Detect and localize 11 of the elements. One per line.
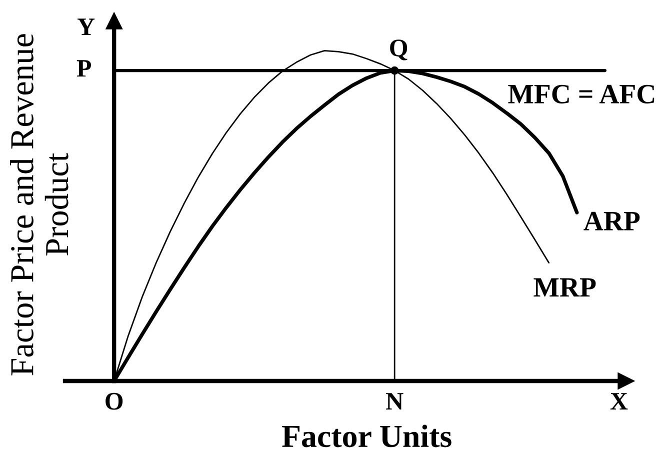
x-axis-title: Factor Units: [282, 424, 452, 448]
annotation: Q: [390, 40, 408, 60]
annotation: P: [76, 60, 92, 77]
text: Y: [78, 18, 95, 36]
x-tick-label: X: [610, 393, 628, 410]
series-label: ARP: [584, 212, 640, 230]
x-tick-label: N: [386, 393, 404, 410]
x-tick-label: O: [106, 392, 123, 410]
series-label: MFC = AFC: [508, 84, 654, 104]
series-label: MRP: [534, 278, 596, 296]
y-axis-title: Factor Price and Revenue Product: [10, 34, 68, 376]
